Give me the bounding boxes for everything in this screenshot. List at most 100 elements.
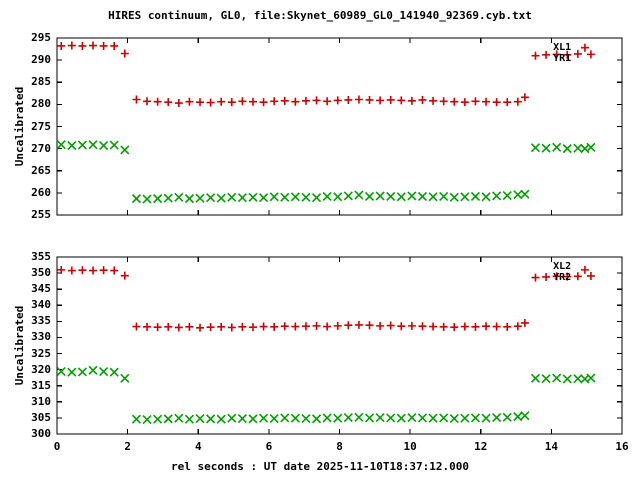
data-point	[174, 323, 183, 332]
data-point	[563, 50, 572, 59]
data-point	[67, 41, 76, 50]
data-point	[428, 413, 438, 423]
data-point	[56, 140, 66, 150]
data-point	[429, 96, 438, 105]
x-axis-tick-label: 10	[403, 440, 417, 453]
data-point	[520, 93, 529, 102]
data-point	[417, 413, 428, 423]
data-point	[470, 413, 481, 423]
legend-label-yr2: YR2	[553, 272, 572, 283]
data-point	[238, 322, 247, 331]
data-point	[552, 142, 562, 152]
data-point	[78, 41, 87, 50]
data-point	[132, 95, 141, 104]
data-point	[552, 272, 561, 281]
data-point	[520, 411, 530, 421]
data-point	[99, 266, 108, 275]
data-point	[417, 191, 428, 201]
y-axis-tick-label: 280	[31, 97, 51, 111]
data-point	[227, 413, 237, 423]
data-point	[185, 322, 194, 331]
data-point	[333, 96, 342, 105]
data-point	[174, 99, 183, 108]
data-point	[513, 97, 522, 106]
data-point	[227, 192, 237, 202]
data-point	[531, 51, 540, 60]
data-point	[471, 322, 480, 331]
y-axis-tick-label: 340	[31, 298, 51, 312]
data-point	[89, 41, 98, 50]
x-axis-tick-label: 6	[265, 440, 273, 453]
data-point	[354, 320, 363, 329]
data-point	[323, 97, 332, 106]
data-point	[216, 414, 226, 424]
data-point	[586, 50, 595, 59]
data-point	[513, 412, 523, 422]
data-point	[542, 50, 551, 59]
data-point	[481, 192, 491, 202]
data-point	[88, 365, 98, 375]
data-point	[185, 97, 194, 106]
data-point	[99, 41, 108, 50]
data-point	[407, 413, 417, 423]
data-point	[280, 322, 289, 331]
data-point	[396, 413, 406, 423]
data-point	[365, 321, 374, 330]
data-point	[460, 192, 470, 202]
data-point	[503, 98, 512, 107]
page-title: HIRES continuum, GL0, file:Skynet_60989_…	[108, 9, 532, 22]
data-point	[109, 140, 119, 150]
data-point	[120, 373, 130, 383]
data-point	[269, 413, 279, 424]
data-point	[586, 271, 595, 280]
data-point	[492, 413, 502, 423]
data-point	[365, 95, 374, 104]
data-point	[67, 367, 77, 377]
data-point	[312, 96, 321, 105]
data-point	[531, 273, 540, 282]
data-point	[449, 413, 459, 424]
data-point	[418, 322, 427, 331]
data-point	[407, 96, 416, 105]
y-axis-tick-label: 345	[31, 282, 51, 296]
data-point	[280, 96, 289, 105]
data-point	[227, 98, 236, 107]
data-point	[142, 414, 152, 425]
y-axis-tick-label: 330	[31, 330, 51, 344]
data-point	[227, 323, 236, 332]
data-point	[312, 321, 321, 330]
data-point	[344, 321, 353, 330]
data-point	[57, 265, 66, 274]
data-point	[586, 142, 596, 152]
data-point	[291, 97, 300, 106]
chart-panel-top	[56, 37, 623, 216]
data-point	[88, 140, 98, 150]
data-point	[502, 190, 512, 201]
data-point	[562, 144, 572, 154]
data-point	[184, 194, 194, 204]
data-point	[520, 189, 530, 199]
data-point	[99, 140, 109, 151]
data-point	[354, 412, 364, 422]
data-point	[322, 191, 332, 201]
data-point	[109, 367, 119, 377]
data-point	[333, 192, 343, 202]
data-point	[407, 321, 416, 330]
data-point	[163, 193, 173, 203]
data-point	[248, 414, 258, 424]
data-point	[396, 192, 406, 202]
data-point	[259, 322, 268, 331]
data-point	[439, 97, 448, 106]
data-point	[110, 41, 119, 50]
data-point	[311, 414, 322, 424]
data-point	[364, 413, 375, 423]
data-point	[238, 97, 247, 106]
data-point	[301, 413, 311, 424]
data-point	[206, 414, 216, 424]
data-point	[386, 191, 396, 201]
data-point	[237, 413, 247, 424]
data-point	[164, 322, 173, 331]
data-point	[143, 97, 152, 106]
data-point	[270, 97, 279, 106]
